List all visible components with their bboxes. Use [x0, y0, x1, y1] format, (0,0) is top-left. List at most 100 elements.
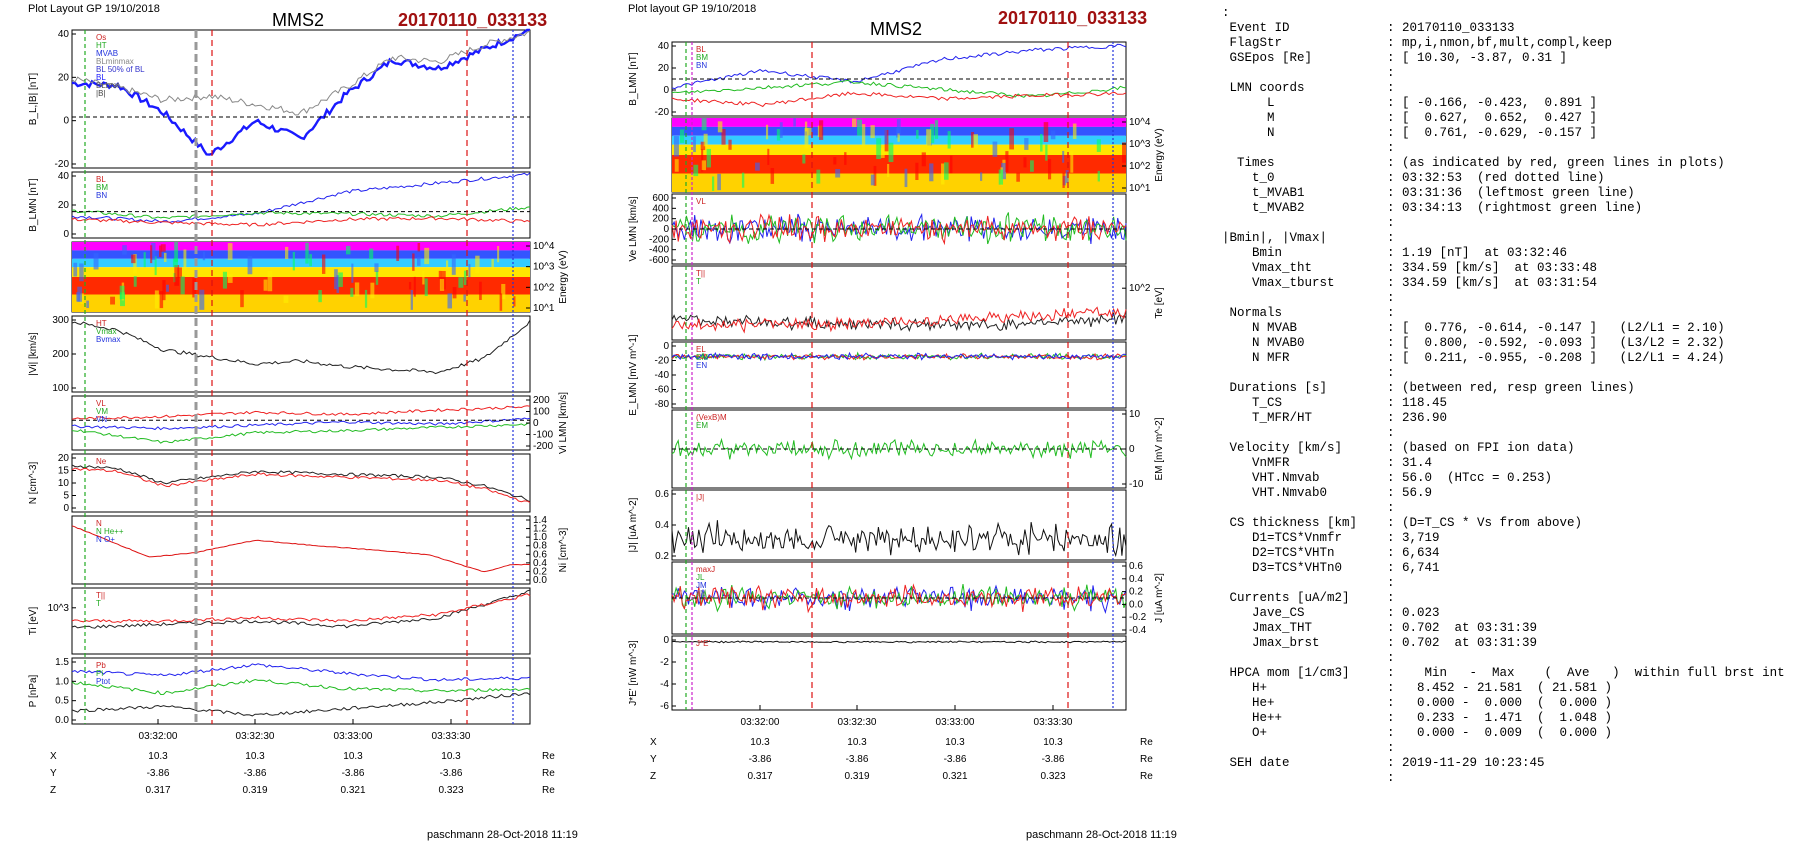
spectrogram-speckle: [413, 276, 416, 297]
y-tick-label: -10: [1129, 479, 1144, 490]
legend-entry: N: [96, 519, 102, 528]
spectrogram-speckle: [1050, 130, 1056, 140]
info-line: :: [1222, 576, 1395, 590]
info-line: T_MFR/HT : 236.90: [1222, 411, 1447, 425]
series-line: [671, 43, 1127, 90]
spectrogram-speckle: [417, 242, 421, 252]
y-tick-label: -600: [649, 255, 669, 266]
y-tick-label: -4: [660, 679, 669, 690]
y-tick-label: 0.6: [1129, 561, 1143, 572]
y-tick-label: -20: [55, 159, 70, 170]
spectrogram-speckle: [119, 285, 125, 300]
series-line: [671, 352, 1127, 361]
y-axis-label: Ni [cm^-3]: [558, 527, 569, 572]
spectrogram-speckle: [309, 254, 312, 267]
y-axis-label: Vi LMN [km/s]: [558, 392, 569, 454]
info-line: N : [ 0.761, -0.629, -0.157 ]: [1222, 126, 1597, 140]
spectrogram-speckle: [354, 282, 360, 297]
spectrogram-speckle: [941, 163, 945, 185]
spectrogram-speckle: [926, 129, 932, 146]
legend-entry: VL: [96, 399, 106, 408]
info-line: GSEpos [Re] : [ 10.30, -3.87, 0.31 ]: [1222, 51, 1567, 65]
y-tick-label: 0: [533, 418, 539, 429]
y-tick-label: 20: [658, 63, 670, 74]
spectrogram-band: [72, 258, 530, 268]
y-tick-label: -200: [533, 441, 553, 452]
spectrogram-speckle: [468, 264, 471, 278]
spectrogram-speckle: [674, 159, 679, 172]
spectrogram-speckle: [491, 258, 494, 269]
subplot-te: 10^2 Te [eV] T||T: [671, 265, 1165, 341]
spectrogram-speckle: [770, 168, 775, 184]
series-line: [71, 678, 531, 696]
spectrogram-speckle: [700, 141, 706, 151]
subplot-jlmn: 0.6 0.4 0.20.0 -0.2 -0.4 J [uA m^-2] maxJJLJMJ…: [671, 561, 1165, 636]
time-tick-label: 03:32:30: [838, 717, 877, 728]
spectrogram-speckle: [804, 121, 808, 132]
info-line: O+ : 0.000 - 0.009 ( 0.000 ): [1222, 726, 1612, 740]
ephem-value: -3.86: [749, 754, 772, 765]
y-tick-label: 40: [658, 41, 670, 52]
spectrogram-speckle: [122, 245, 127, 255]
spectrogram-band: [672, 155, 1126, 174]
spectrogram-speckle: [463, 294, 466, 302]
spectrogram-speckle: [767, 148, 770, 165]
spectrogram-speckle: [463, 270, 467, 285]
spectrogram-speckle: [159, 245, 162, 257]
y-tick-label: -6: [660, 701, 669, 712]
info-line: :: [1222, 66, 1395, 80]
mid-event-title: 20170110_033133: [998, 8, 1147, 28]
ephem-value: -3.86: [1042, 754, 1065, 765]
legend-entry: BLbrst: [96, 81, 120, 90]
spectrogram-speckle: [263, 279, 268, 291]
spectrogram-speckle: [375, 270, 379, 285]
y-tick-label: 10: [58, 478, 70, 489]
info-line: :: [1222, 291, 1395, 305]
ephem-unit: Re: [1140, 754, 1153, 765]
y-tick-label: 1.4: [533, 515, 547, 526]
legend-entry: BN: [96, 191, 107, 200]
ephem-value: 0.317: [747, 771, 772, 782]
spectrogram-speckle: [321, 254, 326, 274]
spectrogram-speckle: [292, 252, 295, 271]
y-tick-label: -200: [649, 234, 669, 245]
y-tick-label: 0: [663, 341, 669, 352]
ephem-label: Y: [650, 754, 657, 765]
info-line: t_MVAB2 : 03:34:13 (rightmost green line…: [1222, 201, 1642, 215]
spectrogram-speckle: [227, 273, 233, 283]
spectrogram-speckle: [408, 281, 412, 290]
y-axis-label: |J| [uA m^-2]: [628, 497, 639, 552]
spectrogram-speckle: [992, 141, 998, 157]
y-tick-label: 100: [533, 407, 550, 418]
spectrogram-speckle: [1040, 133, 1043, 152]
spectrogram-speckle: [1072, 123, 1077, 139]
y-tick-label: 0: [663, 85, 669, 96]
y-tick-label: 0: [63, 116, 69, 127]
time-tick-label: 03:32:00: [741, 717, 780, 728]
legend-entry: EM: [696, 353, 708, 362]
legend-entry: (VexB)M: [696, 413, 727, 422]
spectrogram-band: [72, 267, 530, 277]
y-tick-label: 0: [663, 635, 669, 646]
ephem-unit: Re: [542, 751, 555, 762]
ephem-value: -3.86: [342, 768, 365, 779]
spectrogram-speckle: [728, 139, 732, 150]
info-line: Currents [uA/m2] :: [1222, 591, 1395, 605]
series-line: [71, 663, 531, 682]
spectrogram-speckle: [499, 293, 503, 311]
y-tick-label: 0.4: [533, 558, 547, 569]
spectrogram-speckle: [172, 258, 178, 268]
spectrogram-speckle: [1023, 157, 1027, 168]
info-line: Vmax_tburst : 334.59 [km/s] at 03:31:54: [1222, 276, 1597, 290]
spectrogram-speckle: [870, 174, 875, 186]
spectrogram-speckle: [364, 289, 368, 308]
y-tick-label: 0.2: [655, 551, 669, 562]
spectrogram-speckle: [706, 148, 711, 168]
y-tick-label: 10^2: [533, 282, 555, 293]
info-line: :: [1222, 141, 1395, 155]
info-line: D3=TCS*VHTn0 : 6,741: [1222, 561, 1440, 575]
